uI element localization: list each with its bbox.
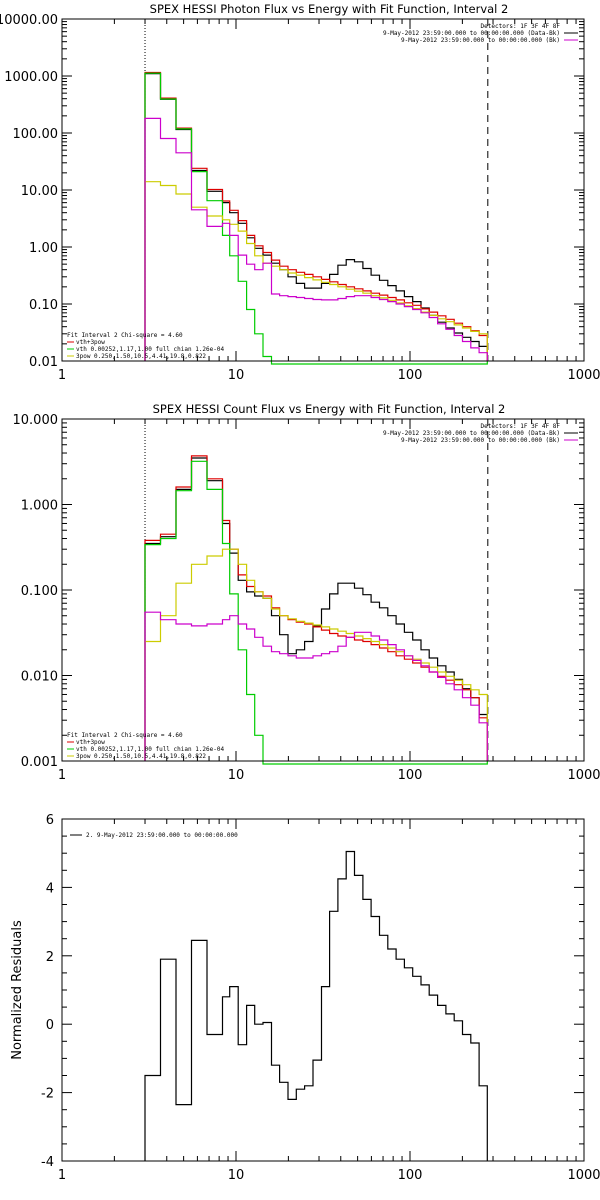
y-tick-label: 1.00 xyxy=(29,241,58,256)
chart-3-plot-frame xyxy=(61,818,585,1162)
series-fit_total xyxy=(144,71,488,361)
legend-top-right-text: Detectors: 1F 3F 4F 8F xyxy=(481,423,561,430)
y-tick-label: 0.10 xyxy=(29,298,58,313)
x-tick-label: 1000 xyxy=(567,1168,600,1183)
x-tick-label: 100 xyxy=(398,768,423,783)
legend-bottom-left-text: vth 0.00252,1.17,1.00 full chian 1.26e-0… xyxy=(76,746,224,753)
x-tick-label: 1 xyxy=(58,768,66,783)
chart-2-series xyxy=(144,419,489,765)
y-tick-label: 10.000 xyxy=(13,413,59,428)
series-vth xyxy=(144,72,488,365)
chart-3-y-axis-label: Normalized Residuals xyxy=(10,920,25,1060)
x-tick-label: 10 xyxy=(228,368,245,383)
series-background xyxy=(144,611,488,761)
legend-bottom-left-text: vth 0.00252,1.17,1.00 full chian 1.26e-0… xyxy=(76,346,224,353)
x-tick-label: 10 xyxy=(228,1168,245,1183)
x-tick-label: 100 xyxy=(398,1168,423,1183)
chart-1-plot-frame xyxy=(61,18,585,362)
series-3pow xyxy=(144,548,488,761)
y-tick-label: -4 xyxy=(41,1155,54,1170)
y-tick-label: 4 xyxy=(46,881,54,896)
chart-1-title: SPEX HESSI Photon Flux vs Energy with Fi… xyxy=(150,2,509,16)
legend-bottom-left-text: vth+3pow xyxy=(76,739,105,746)
x-tick-label: 1000 xyxy=(567,768,600,783)
y-tick-label: 2 xyxy=(46,950,54,965)
y-tick-label: 0.100 xyxy=(21,584,58,599)
y-tick-label: 6 xyxy=(46,813,54,828)
legend-top-right-text: 9-May-2012 23:59:00.000 to 00:00:00.000 … xyxy=(383,430,560,437)
chart-1-series xyxy=(144,19,489,365)
y-tick-label: 0.01 xyxy=(29,355,58,370)
x-tick-label: 1000 xyxy=(567,368,600,383)
legend-top-right-text: 9-May-2012 23:59:00.000 to 00:00:00.000 … xyxy=(401,37,560,44)
x-tick-label: 100 xyxy=(398,368,423,383)
y-tick-label: 100.00 xyxy=(13,127,59,142)
chart-1: SPEX HESSI Photon Flux vs Energy with Fi… xyxy=(0,2,600,383)
chart-3-ticks: 1 10 100 1000 -4 -2 0 2 4 6 xyxy=(41,813,600,1183)
y-tick-label: 10000.00 xyxy=(0,13,58,28)
chart-2: SPEX HESSI Count Flux vs Energy with Fit… xyxy=(13,402,600,783)
legend-top-left-text: 2. 9-May-2012 23:59:00.000 to 00:00:00.0… xyxy=(86,832,238,839)
x-tick-label: 1 xyxy=(58,368,66,383)
legend-bottom-left-text: Fit Interval 2 Chi-square = 4.60 xyxy=(67,732,183,739)
x-tick-label: 1 xyxy=(58,1168,66,1183)
legend-top-right-text: Detectors: 1F 3F 4F 8F xyxy=(481,23,561,30)
legend-top-right-text: 9-May-2012 23:59:00.000 to 00:00:00.000 … xyxy=(383,30,560,37)
chart-3-series xyxy=(144,850,488,1161)
y-tick-label: 1.000 xyxy=(21,499,58,514)
series-vth xyxy=(144,460,488,765)
chart-2-title: SPEX HESSI Count Flux vs Energy with Fit… xyxy=(153,402,506,416)
legend-top-right-text: 9-May-2012 23:59:00.000 to 00:00:00.000 … xyxy=(401,437,560,444)
y-tick-label: -2 xyxy=(41,1087,54,1102)
chart-3: Normalized Residuals 1 10 100 1000-4-20246 … xyxy=(10,813,600,1183)
x-tick-label: 10 xyxy=(228,768,245,783)
chart-2-plot-frame xyxy=(61,418,585,762)
legend-bottom-left-text: vth+3pow xyxy=(76,339,105,346)
chart-2-ticks: 1 10 100 1000 0.001 0.010 0.100 1.000 10.000 xyxy=(13,413,600,783)
y-tick-label: 0 xyxy=(46,1018,54,1033)
series-residuals xyxy=(144,850,488,1161)
legend-bottom-left-text: 3pow 0.250,1.50,10.5,4.41,19.8,0.822 xyxy=(76,353,206,360)
series-background xyxy=(144,117,488,361)
y-tick-label: 10.00 xyxy=(21,184,58,199)
y-tick-label: 0.010 xyxy=(21,670,58,685)
legend-bottom-left-text: 3pow 0.250,1.50,10.5,4.41,19.8,0.822 xyxy=(76,753,206,760)
y-tick-label: 1000.00 xyxy=(4,70,58,85)
legend-bottom-left-text: Fit Interval 2 Chi-square = 4.60 xyxy=(67,332,183,339)
y-tick-label: 0.001 xyxy=(21,755,58,770)
chart-1-ticks: 1 10 100 1000 0.01 0.10 1.00 10.00 100.00 1000.00… xyxy=(0,13,600,383)
